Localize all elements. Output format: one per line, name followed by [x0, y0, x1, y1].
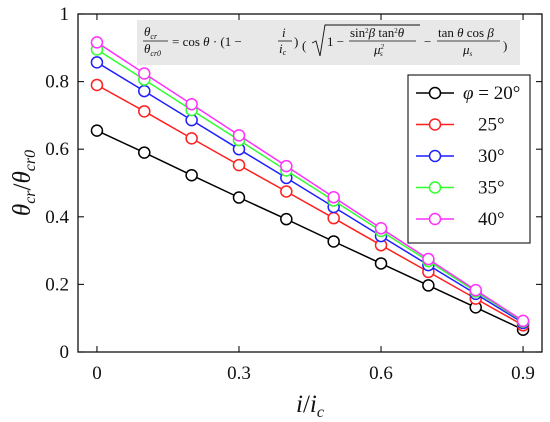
legend-entry-1: 25° [416, 115, 505, 136]
formula-big-paren-close: ) [503, 38, 507, 53]
x-tick-label: 0 [92, 363, 102, 384]
series-4 [90, 36, 530, 328]
data-point [516, 314, 530, 328]
y-axis-label: θcr/θcr0 [9, 150, 39, 216]
legend-label: 35° [478, 178, 505, 199]
formula-sqrt [311, 24, 420, 57]
x-tick-label: 0.9 [511, 363, 535, 384]
formula-rhs-2: ) [294, 34, 298, 49]
formula-sqrt-1: 1 − [327, 34, 344, 49]
x-tick-label: 0.6 [369, 363, 393, 384]
data-point [327, 190, 340, 204]
data-point [280, 185, 293, 198]
data-point [374, 257, 388, 270]
data-point [327, 211, 340, 225]
data-point [469, 283, 482, 297]
series-1 [90, 78, 530, 332]
formula-big-paren-open: ( [302, 38, 306, 53]
y-tick-label: 0.4 [45, 207, 69, 228]
data-point [232, 158, 246, 172]
series-line [96, 84, 524, 326]
x-axis-ticks: 0 0.3 0.6 0.9 [92, 14, 535, 384]
data-point [138, 67, 151, 80]
formula-mu-den: μ2 s [373, 42, 385, 58]
y-tick-label: 0.8 [45, 72, 69, 93]
series-line [96, 41, 524, 322]
x-tick-label: 0.3 [227, 363, 251, 384]
legend: φ = 20° 25° 30° 35° 40° [407, 74, 531, 244]
legend-label: 25° [478, 115, 505, 136]
legend-entry-4: 40° [416, 209, 505, 230]
data-point [374, 222, 388, 235]
formula-annotation: θcr θcr0 = cos θ · (1 − i ic ) ( 1 − sin… [137, 20, 520, 65]
data-point [138, 146, 151, 159]
data-point [138, 105, 151, 118]
legend-swatch-marker [428, 212, 442, 226]
data-point [185, 113, 198, 127]
formula-box [137, 20, 520, 65]
data-point [138, 84, 151, 98]
data-point [185, 97, 198, 111]
formula-i-num: i [282, 25, 286, 40]
formula-mu2-den: μs [462, 42, 473, 58]
formula-i-den: ic [279, 41, 287, 57]
legend-swatch-marker [428, 86, 442, 100]
legend-entry-2: 30° [416, 146, 505, 167]
data-point [90, 56, 104, 69]
legend-label: 40° [478, 209, 505, 230]
series-line [96, 129, 524, 331]
legend-swatch-marker [428, 181, 442, 194]
legend-swatch-marker [428, 149, 442, 163]
legend-swatch-marker [428, 118, 442, 131]
legend-label: φ = 20° [463, 83, 520, 104]
data-point [280, 212, 293, 226]
y-tick-label: 0.2 [45, 274, 69, 295]
data-point [280, 159, 293, 173]
data-point [232, 191, 246, 204]
y-tick-label: 1 [60, 4, 70, 25]
formula-rhs-1: = cos θ · (1 − [172, 34, 242, 49]
data-point [90, 78, 104, 92]
legend-entry-0: φ = 20° [416, 83, 520, 104]
x-axis-label: i/ic [296, 391, 324, 421]
y-tick-label: 0 [60, 342, 70, 363]
legend-box [407, 74, 531, 244]
data-point [327, 235, 340, 248]
legend-entry-3: 35° [416, 178, 505, 199]
y-tick-label: 0.6 [45, 139, 69, 160]
series-line [96, 61, 524, 324]
data-point [232, 129, 246, 142]
legend-label: 30° [478, 146, 505, 167]
data-point [422, 279, 435, 292]
data-point [90, 124, 104, 137]
series-layer [90, 36, 530, 336]
formula-minus: − [424, 34, 431, 49]
data-point [90, 36, 104, 49]
y-axis-ticks: 0 0.2 0.4 0.6 0.8 1 [45, 4, 542, 363]
data-point [185, 168, 198, 182]
series-0 [90, 124, 530, 336]
formula-tan-num: tan θ cos β [438, 25, 494, 40]
series-line [96, 48, 524, 323]
data-point [185, 132, 198, 145]
data-point [422, 252, 435, 266]
formula-sin-num: sin2β tan2θ [350, 25, 405, 40]
